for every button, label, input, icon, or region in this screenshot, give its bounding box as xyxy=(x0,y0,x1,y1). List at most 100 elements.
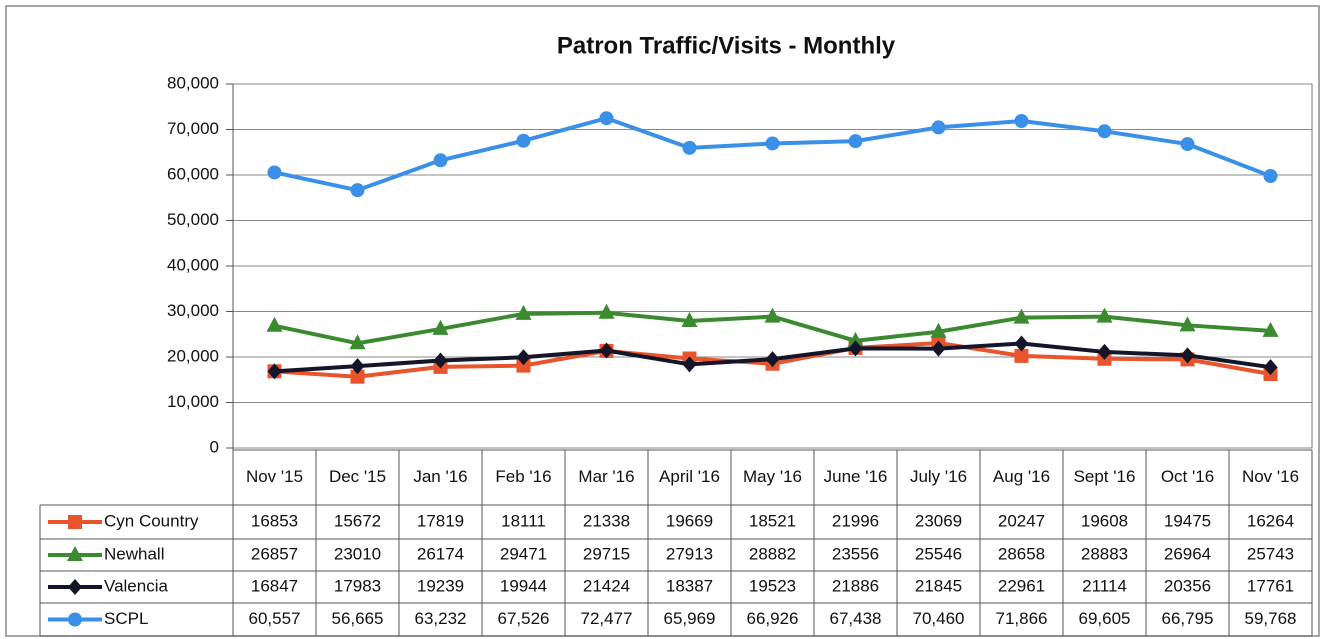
legend-label: Valencia xyxy=(104,576,168,595)
marker xyxy=(1013,308,1030,324)
table-cell: 21996 xyxy=(832,511,879,530)
marker xyxy=(267,165,282,180)
marker xyxy=(1180,347,1195,364)
x-tick-label: Nov '15 xyxy=(246,467,303,486)
table-cell: 29471 xyxy=(500,544,547,563)
table-cell: 19608 xyxy=(1081,511,1128,530)
table-cell: 19523 xyxy=(749,576,796,595)
marker xyxy=(931,120,946,135)
marker xyxy=(848,340,863,357)
marker xyxy=(433,352,448,369)
marker xyxy=(1180,137,1195,152)
legend-marker xyxy=(68,515,82,529)
table-cell: 56,665 xyxy=(332,609,384,628)
y-tick-label: 30,000 xyxy=(167,301,219,320)
x-tick-label: Jan '16 xyxy=(413,467,467,486)
table-cell: 72,477 xyxy=(581,609,633,628)
table-cell: 23010 xyxy=(334,544,381,563)
table-cell: 17819 xyxy=(417,511,464,530)
table-cell: 28658 xyxy=(998,544,1045,563)
table-cell: 23069 xyxy=(915,511,962,530)
marker xyxy=(350,369,365,384)
marker xyxy=(765,351,780,368)
marker xyxy=(681,311,698,327)
table-cell: 67,526 xyxy=(498,609,550,628)
marker xyxy=(516,358,531,373)
legend-marker xyxy=(67,546,83,561)
marker xyxy=(764,307,781,323)
table-cell: 70,460 xyxy=(913,609,965,628)
table-cell: 65,969 xyxy=(664,609,716,628)
marker xyxy=(847,331,864,347)
marker xyxy=(1263,359,1278,376)
table-cell: 21886 xyxy=(832,576,879,595)
x-tick-label: Nov '16 xyxy=(1242,467,1299,486)
table-cell: 23556 xyxy=(832,544,879,563)
table-cell: 26964 xyxy=(1164,544,1211,563)
marker xyxy=(267,363,282,380)
table-cell: 20356 xyxy=(1164,576,1211,595)
marker xyxy=(1262,321,1279,337)
table-cell: 17983 xyxy=(334,576,381,595)
marker xyxy=(598,303,615,319)
table-cell: 15672 xyxy=(334,511,381,530)
table-cell: 69,605 xyxy=(1079,609,1131,628)
marker xyxy=(516,133,531,148)
x-tick-label: April '16 xyxy=(659,467,720,486)
table-cell: 26857 xyxy=(251,544,298,563)
table-cell: 27913 xyxy=(666,544,713,563)
chart-title: Patron Traffic/Visits - Monthly xyxy=(557,32,896,59)
y-tick-label: 50,000 xyxy=(167,210,219,229)
x-tick-label: May '16 xyxy=(743,467,802,486)
table-cell: 16847 xyxy=(251,576,298,595)
table-cell: 26174 xyxy=(417,544,464,563)
marker xyxy=(1097,343,1112,360)
marker xyxy=(1014,348,1029,363)
y-tick-label: 0 xyxy=(210,437,219,456)
marker xyxy=(432,319,449,335)
table-cell: 60,557 xyxy=(249,609,301,628)
table-cell: 66,926 xyxy=(747,609,799,628)
legend-marker xyxy=(68,612,82,627)
marker xyxy=(1263,169,1278,184)
legend-label: Newhall xyxy=(104,544,164,563)
table-cell: 16264 xyxy=(1247,511,1294,530)
table-cell: 67,438 xyxy=(830,609,882,628)
y-tick-label: 10,000 xyxy=(167,392,219,411)
table-cell: 19669 xyxy=(666,511,713,530)
marker xyxy=(1097,124,1112,139)
y-tick-label: 60,000 xyxy=(167,164,219,183)
marker xyxy=(1179,316,1196,332)
table-cell: 18521 xyxy=(749,511,796,530)
marker xyxy=(1014,335,1029,352)
table-cell: 59,768 xyxy=(1245,609,1297,628)
legend-label: SCPL xyxy=(104,609,148,628)
table-cell: 19944 xyxy=(500,576,547,595)
table-cell: 21845 xyxy=(915,576,962,595)
legend-label: Cyn Country xyxy=(104,511,199,530)
table-cell: 25743 xyxy=(1247,544,1294,563)
table-cell: 18111 xyxy=(501,511,546,530)
marker xyxy=(349,334,366,350)
x-tick-label: June '16 xyxy=(824,467,888,486)
table-cell: 20247 xyxy=(998,511,1045,530)
table-cell: 66,795 xyxy=(1162,609,1214,628)
table-cell: 28883 xyxy=(1081,544,1128,563)
table-cell: 17761 xyxy=(1247,576,1294,595)
y-tick-label: 70,000 xyxy=(167,119,219,138)
x-tick-label: Feb '16 xyxy=(495,467,551,486)
marker xyxy=(433,153,448,168)
table-cell: 19239 xyxy=(417,576,464,595)
x-tick-label: Oct '16 xyxy=(1161,467,1214,486)
marker xyxy=(515,304,532,320)
y-tick-label: 20,000 xyxy=(167,346,219,365)
marker xyxy=(350,183,365,198)
x-tick-label: Mar '16 xyxy=(578,467,634,486)
marker xyxy=(599,342,614,359)
table-cell: 18387 xyxy=(666,576,713,595)
table-cell: 25546 xyxy=(915,544,962,563)
table-cell: 29715 xyxy=(583,544,630,563)
table-cell: 22961 xyxy=(998,576,1045,595)
table-cell: 21424 xyxy=(583,576,630,595)
